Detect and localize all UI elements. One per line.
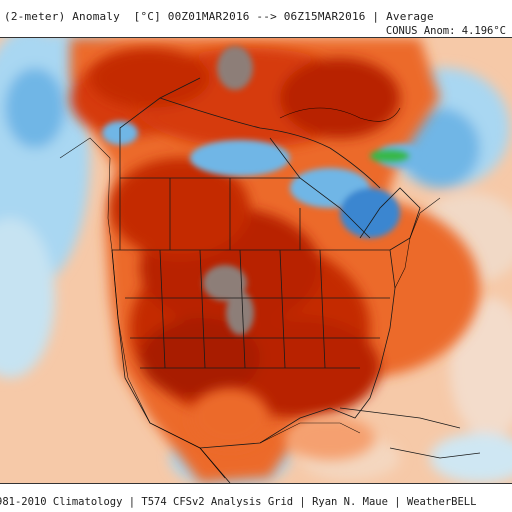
map-title: (2-meter) Anomaly [°C] 00Z01MAR2016 --> … bbox=[4, 10, 434, 23]
political-borders bbox=[111, 77, 481, 483]
north-america-temperature-anomaly-map bbox=[0, 38, 512, 483]
conus-anomaly-label: CONUS Anom: 4.196°C bbox=[385, 25, 506, 37]
coastlines bbox=[59, 107, 441, 479]
map-credits: 981-2010 Climatology | T574 CFSv2 Analys… bbox=[0, 496, 477, 508]
map-canvas bbox=[0, 37, 512, 484]
hudson-cold-patch bbox=[190, 140, 290, 176]
